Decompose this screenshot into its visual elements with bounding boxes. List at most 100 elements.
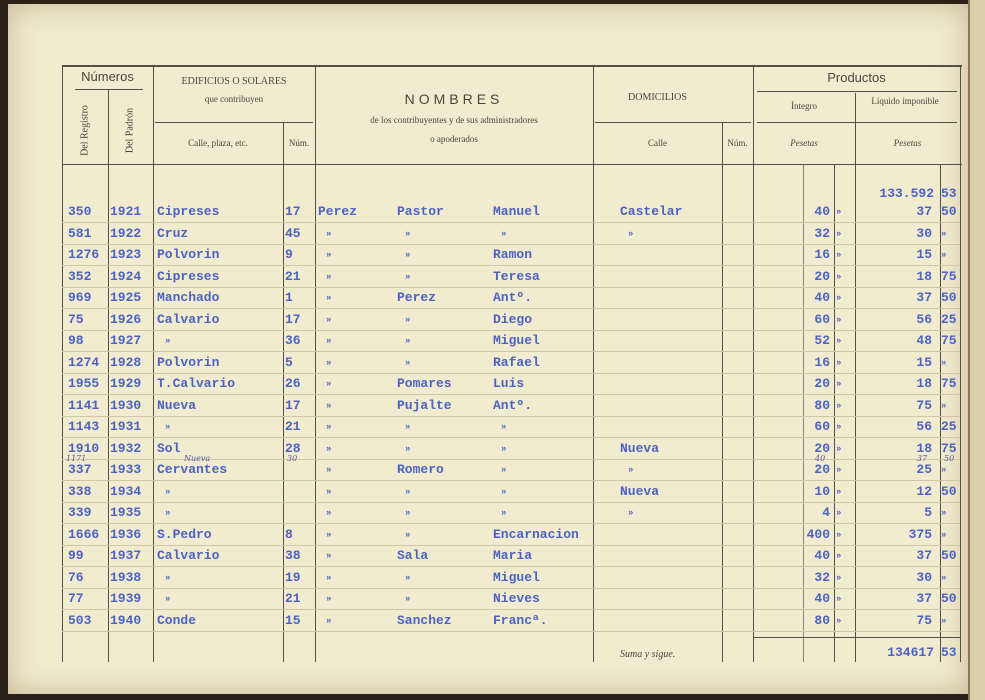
- padron-number: 1927: [110, 333, 142, 348]
- surname-2: »: [405, 357, 411, 368]
- domicile-street: Nueva: [620, 483, 660, 499]
- integro-cents: »: [836, 400, 842, 411]
- row-rule: [62, 544, 960, 546]
- header-integro: Íntegro: [791, 101, 817, 111]
- building-street: Nueva: [157, 397, 197, 413]
- carried-forward-pesetas: 133.592: [879, 186, 934, 201]
- header-pesetas-integro: Pesetas: [790, 138, 818, 148]
- given-name: Encarnacion: [493, 526, 579, 542]
- liquido-cents: »: [941, 465, 947, 475]
- header-nombres-sub2: o apoderados: [430, 134, 478, 144]
- registro-number: 1666: [68, 526, 100, 542]
- given-name: Rafael: [493, 354, 540, 370]
- given-name: Francª.: [493, 612, 548, 628]
- integro-cents: »: [836, 529, 842, 540]
- row-rule: [62, 458, 960, 460]
- registro-number: 1143: [68, 419, 100, 434]
- surname-2: Pujalte: [397, 397, 452, 413]
- domicile-street: »: [628, 465, 634, 475]
- given-name: »: [501, 486, 507, 497]
- registro-number: 339: [68, 505, 92, 520]
- surname-1: »: [326, 228, 332, 239]
- building-street: Polvorin: [157, 354, 220, 370]
- surname-2: »: [405, 529, 411, 540]
- liquido-cents: »: [941, 529, 947, 540]
- padron-number: 1939: [110, 591, 142, 606]
- liquido-pesetas: 56: [916, 419, 932, 434]
- liquido-pesetas: 56: [916, 311, 932, 327]
- given-name: »: [501, 422, 507, 432]
- building-street: »: [165, 422, 171, 432]
- row-rule: [62, 372, 960, 374]
- integro-cents: »: [836, 508, 842, 518]
- domicile-street: Castelar: [620, 204, 683, 219]
- padron-number: 1921: [110, 204, 142, 219]
- footer-total-cents: 53: [941, 645, 957, 660]
- integro-pesetas: 80: [814, 397, 830, 413]
- liquido-pesetas: 48: [916, 333, 932, 348]
- given-name: Antº.: [493, 397, 533, 413]
- surname-1: »: [326, 422, 332, 432]
- integro-pesetas: 40: [814, 204, 830, 219]
- integro-cents: »: [836, 357, 842, 368]
- building-number: 28: [285, 440, 301, 456]
- liquido-cents: 75: [941, 376, 957, 391]
- building-number: 9: [285, 247, 293, 262]
- integro-cents: »: [836, 228, 842, 239]
- row-rule: [62, 587, 960, 589]
- given-name: Ramon: [493, 247, 533, 262]
- integro-cents: »: [836, 594, 842, 604]
- header-edificios: EDIFICIOS O SOLARES: [181, 76, 287, 87]
- surname-1: »: [326, 508, 332, 518]
- padron-number: 1937: [110, 548, 142, 563]
- padron-number: 1922: [110, 225, 142, 241]
- building-number: 19: [285, 569, 301, 585]
- building-street: Manchado: [157, 290, 220, 305]
- registro-number: 1276: [68, 247, 100, 262]
- surname-1: »: [326, 271, 332, 282]
- building-street: Cervantes: [157, 462, 228, 477]
- liquido-pesetas: 37: [916, 290, 932, 305]
- building-number: 8: [285, 526, 293, 542]
- liquido-pesetas: 30: [916, 225, 932, 241]
- registro-number: 338: [68, 483, 92, 499]
- building-street: S.Pedro: [157, 526, 212, 542]
- surname-2: Perez: [397, 290, 437, 305]
- integro-pesetas: 32: [814, 569, 830, 585]
- liquido-pesetas: 37: [916, 204, 932, 219]
- integro-pesetas: 40: [814, 290, 830, 305]
- surname-1: »: [326, 486, 332, 497]
- liquido-cents: 50: [941, 483, 957, 499]
- building-number: 36: [285, 333, 301, 348]
- row-rule: [62, 566, 960, 567]
- given-name: Antº.: [493, 290, 533, 305]
- building-street: Cruz: [157, 225, 189, 241]
- surname-2: »: [405, 314, 411, 325]
- liquido-cents: »: [941, 572, 947, 583]
- liquido-pesetas: 37: [916, 591, 932, 606]
- integro-pesetas: 4: [822, 505, 830, 520]
- integro-cents: »: [836, 465, 842, 475]
- registro-number: 76: [68, 569, 84, 585]
- liquido-pesetas: 18: [916, 268, 932, 284]
- given-name: Diego: [493, 311, 533, 327]
- given-name: Teresa: [493, 268, 540, 284]
- row-rule: [62, 243, 960, 245]
- liquido-cents: »: [941, 615, 947, 626]
- building-street: Conde: [157, 612, 197, 628]
- integro-cents: »: [836, 615, 842, 626]
- header-numeros: Números: [81, 69, 134, 84]
- building-number: 15: [285, 612, 301, 628]
- surname-1: »: [326, 336, 332, 346]
- row-rule: [62, 437, 960, 438]
- integro-cents: »: [836, 443, 842, 454]
- surname-1: »: [326, 551, 332, 561]
- registro-number: 75: [68, 311, 84, 327]
- liquido-cents: »: [941, 400, 947, 411]
- surname-1: »: [326, 443, 332, 454]
- integro-pesetas: 16: [814, 247, 830, 262]
- integro-pesetas: 400: [806, 526, 830, 542]
- liquido-cents: 25: [941, 419, 957, 434]
- surname-2: »: [405, 443, 411, 454]
- building-street: Calvario: [157, 311, 220, 327]
